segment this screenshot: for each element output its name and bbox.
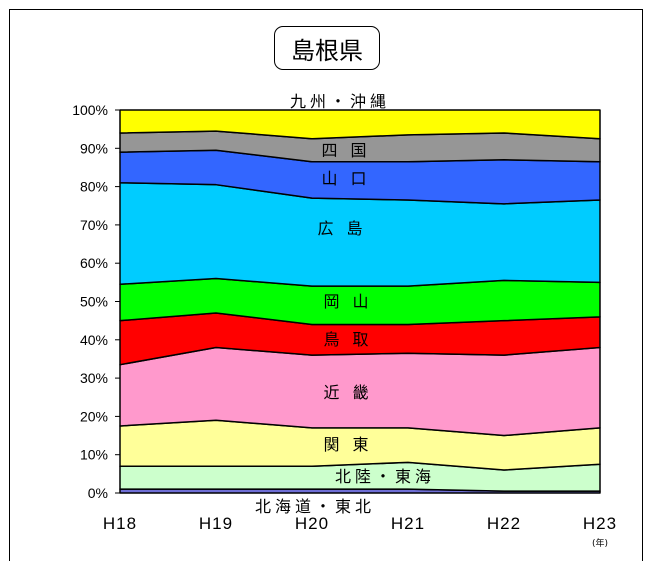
x-tick-label: H18 (103, 514, 137, 533)
y-tick-label: 20% (80, 408, 108, 424)
series-label-1: 北陸・東海 (335, 467, 435, 486)
x-tick-label: H23 (583, 514, 617, 533)
x-tick-label: H19 (199, 514, 233, 533)
y-tick-label: 30% (80, 370, 108, 386)
series-label-9: 九州・沖縄 (290, 92, 390, 111)
y-tick-label: 70% (80, 217, 108, 233)
series-label-6: 広 島 (317, 219, 366, 238)
x-tick-label: H22 (487, 514, 521, 533)
y-tick-label: 50% (80, 294, 108, 310)
series-label-4: 鳥 取 (323, 330, 372, 349)
y-tick-label: 40% (80, 332, 108, 348)
y-tick-label: 100% (72, 102, 108, 118)
series-label-2: 関 東 (323, 435, 372, 454)
y-tick-label: 60% (80, 255, 108, 271)
y-tick-label: 0% (88, 485, 108, 501)
chart-title: 島根県 (274, 26, 380, 70)
y-tick-label: 10% (80, 447, 108, 463)
y-tick-label: 90% (80, 140, 108, 156)
series-label-0: 北海道・東北 (255, 497, 375, 516)
series-label-3: 近 畿 (323, 383, 372, 402)
y-tick-label: 80% (80, 179, 108, 195)
series-label-8: 四 国 (321, 141, 370, 160)
x-tick-label: H20 (295, 514, 329, 533)
x-unit-label: (年) (592, 537, 608, 549)
x-tick-label: H21 (391, 514, 425, 533)
series-label-7: 山 口 (321, 169, 370, 188)
series-label-5: 岡 山 (323, 292, 372, 311)
